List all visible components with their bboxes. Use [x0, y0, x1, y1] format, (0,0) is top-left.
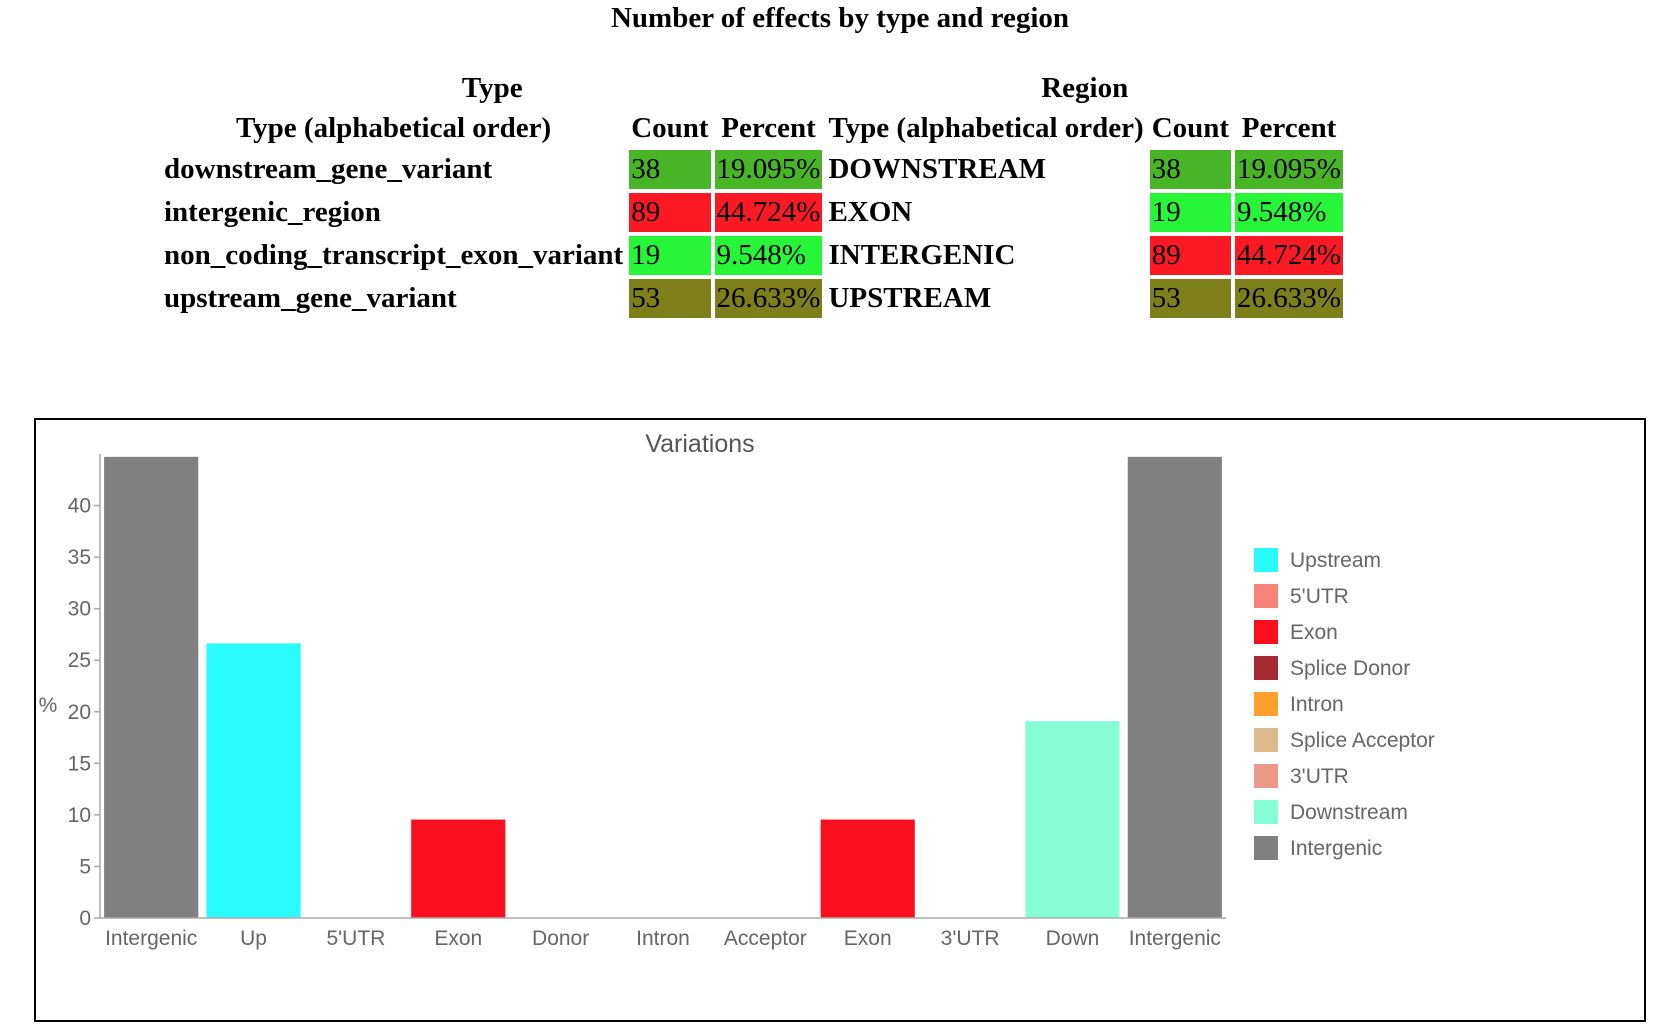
region-table-heading: Region: [1041, 72, 1129, 104]
y-axis: 0 5 10 15 20 25 30 35 40: [68, 454, 101, 930]
x-tick-label: Intron: [636, 927, 690, 950]
legend-label: Intron: [1290, 693, 1344, 716]
legend-swatch: [1254, 800, 1278, 824]
legend-label: Upstream: [1290, 549, 1381, 572]
region-percent-cell: 44.724%: [1235, 236, 1343, 275]
y-tick-label: 30: [68, 598, 91, 621]
x-tick-label: Down: [1046, 927, 1100, 950]
bar: [104, 456, 199, 918]
region-col-type-header: Type (alphabetical order): [828, 112, 1144, 144]
chart-svg: Variations % 0 5 10 15 20 25 30 35 40 Intergenic…: [39, 430, 1435, 950]
bar: [820, 819, 915, 918]
region-label: EXON: [828, 196, 913, 228]
variations-chart: Variations % 0 5 10 15 20 25 30 35 40 Intergenic…: [34, 418, 1646, 1022]
y-tick-label: 25: [68, 649, 91, 672]
legend-label: 3'UTR: [1290, 765, 1349, 788]
bar: [1127, 456, 1222, 918]
type-percent-cell: 26.633%: [714, 279, 823, 318]
legend-swatch: [1254, 584, 1278, 608]
x-tick-label: Exon: [434, 927, 482, 950]
type-label: downstream_gene_variant: [164, 153, 493, 185]
y-tick-label: 5: [79, 855, 91, 878]
region-percent-cell: 9.548%: [1235, 193, 1343, 232]
legend-label: Splice Acceptor: [1290, 729, 1435, 752]
legend-label: Intergenic: [1290, 837, 1382, 860]
x-tick-label: Intergenic: [1129, 927, 1221, 950]
legend: Upstream 5'UTR Exon Splice Donor Intron Splic…: [1254, 548, 1435, 860]
x-tick-label: Intergenic: [105, 927, 197, 950]
type-table-heading: Type: [461, 72, 523, 104]
legend-swatch: [1254, 656, 1278, 680]
bars-group: [104, 456, 1222, 918]
region-col-percent-header: Percent: [1241, 112, 1337, 144]
y-tick-label: 15: [68, 752, 91, 775]
type-col-count-header: Count: [631, 112, 709, 144]
region-percent-cell: 19.095%: [1235, 150, 1343, 189]
table-row: upstream_gene_variant 53 26.633% UPSTREA…: [162, 279, 1343, 318]
type-label: intergenic_region: [164, 196, 381, 228]
type-percent-cell: 19.095%: [714, 150, 823, 189]
effects-tables: Type Region Type (alphabetical order) Co…: [158, 66, 1347, 322]
chart-title: Variations: [645, 430, 754, 458]
bar: [1025, 721, 1120, 918]
type-count-cell: 53: [629, 279, 711, 318]
y-tick-label: 10: [68, 804, 91, 827]
legend-swatch: [1254, 548, 1278, 572]
bar: [206, 643, 301, 918]
type-count-cell: 89: [629, 193, 711, 232]
type-count-cell: 19: [629, 236, 711, 275]
type-percent-cell: 44.724%: [714, 193, 823, 232]
x-tick-label: Up: [240, 927, 267, 950]
legend-label: 5'UTR: [1290, 585, 1349, 608]
x-tick-label: Donor: [532, 927, 589, 950]
page-title: Number of effects by type and region: [610, 2, 1070, 34]
region-count-cell: 89: [1149, 236, 1232, 275]
region-label: INTERGENIC: [828, 239, 1016, 271]
legend-swatch: [1254, 620, 1278, 644]
type-label: non_coding_transcript_exon_variant: [164, 239, 624, 271]
table-row: downstream_gene_variant 38 19.095% DOWNS…: [162, 150, 1343, 189]
x-tick-label: 3'UTR: [941, 927, 1000, 950]
region-count-cell: 53: [1149, 279, 1232, 318]
region-label: UPSTREAM: [828, 282, 992, 314]
type-col-percent-header: Percent: [721, 112, 816, 144]
x-axis: Intergenic Up 5'UTR Exon Donor Intron Acceptor…: [100, 917, 1226, 950]
type-count-cell: 38: [629, 150, 711, 189]
legend-swatch: [1254, 836, 1278, 860]
legend-swatch: [1254, 764, 1278, 788]
region-count-cell: 19: [1149, 193, 1232, 232]
legend-label: Splice Donor: [1290, 657, 1410, 680]
region-percent-cell: 26.633%: [1235, 279, 1343, 318]
type-percent-cell: 9.548%: [714, 236, 823, 275]
region-col-count-header: Count: [1151, 112, 1230, 144]
y-tick-label: 0: [79, 907, 91, 930]
x-tick-label: Acceptor: [724, 927, 807, 950]
region-count-cell: 38: [1149, 150, 1232, 189]
legend-swatch: [1254, 692, 1278, 716]
legend-label: Downstream: [1290, 801, 1408, 824]
legend-swatch: [1254, 728, 1278, 752]
bar: [411, 819, 506, 918]
type-label: upstream_gene_variant: [164, 282, 457, 314]
y-axis-label: %: [39, 694, 58, 717]
table-row: intergenic_region 89 44.724% EXON 19 9.5…: [162, 193, 1343, 232]
table-row: non_coding_transcript_exon_variant 19 9.…: [162, 236, 1343, 275]
effects-table: Type Region Type (alphabetical order) Co…: [158, 66, 1347, 322]
y-tick-label: 20: [68, 701, 91, 724]
y-tick-label: 35: [68, 546, 91, 569]
x-tick-label: Exon: [844, 927, 892, 950]
x-tick-label: 5'UTR: [326, 927, 385, 950]
y-tick-label: 40: [68, 495, 91, 518]
legend-label: Exon: [1290, 621, 1338, 644]
region-label: DOWNSTREAM: [828, 153, 1046, 185]
type-col-type-header: Type (alphabetical order): [235, 112, 552, 144]
